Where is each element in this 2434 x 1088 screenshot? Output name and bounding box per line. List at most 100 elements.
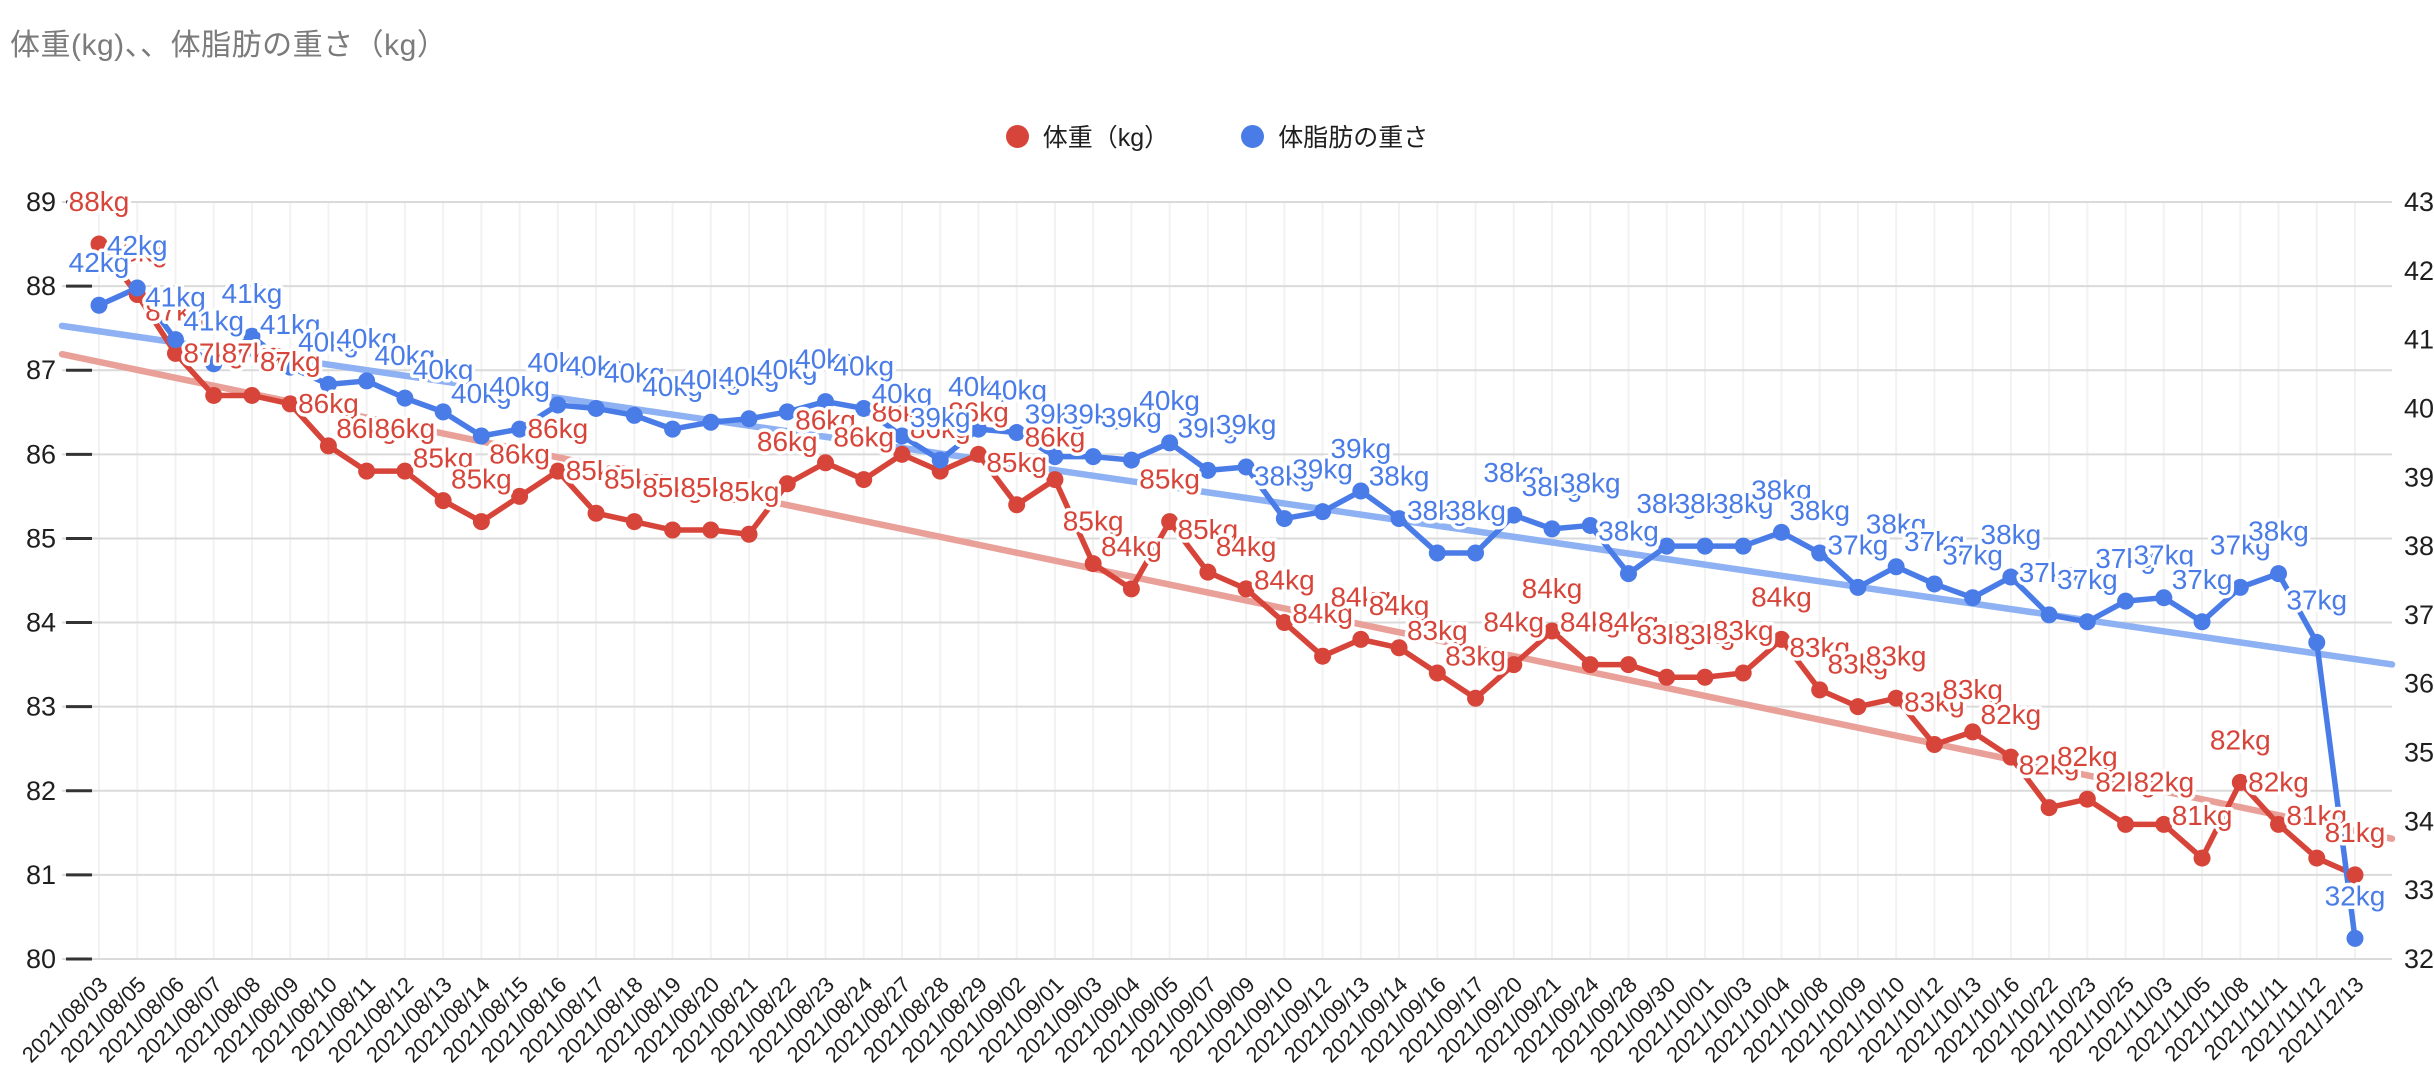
bodyfat-data-point[interactable] [1658, 537, 1676, 555]
weight-data-point[interactable] [90, 235, 108, 253]
bodyfat-data-point[interactable] [664, 420, 682, 438]
bodyfat-data-point[interactable] [1199, 461, 1217, 479]
weight-data-point[interactable] [2231, 773, 2249, 791]
bodyfat-data-point[interactable] [587, 399, 605, 417]
bodyfat-data-point[interactable] [396, 389, 414, 407]
weight-data-point[interactable] [319, 437, 337, 455]
bodyfat-data-point[interactable] [1008, 424, 1026, 442]
weight-data-point[interactable] [1696, 668, 1714, 686]
weight-data-point[interactable] [2078, 790, 2096, 808]
bodyfat-data-point[interactable] [549, 396, 567, 414]
weight-data-point[interactable] [1543, 622, 1561, 640]
bodyfat-data-point[interactable] [2193, 613, 2211, 631]
bodyfat-data-point[interactable] [166, 331, 184, 349]
weight-data-point[interactable] [2193, 849, 2211, 867]
legend-item-weight[interactable]: 体重（kg） [1005, 118, 1169, 154]
bodyfat-data-point[interactable] [855, 399, 873, 417]
weight-data-point[interactable] [1581, 656, 1599, 674]
weight-data-point[interactable] [2155, 815, 2173, 833]
bodyfat-data-point[interactable] [778, 403, 796, 421]
weight-data-point[interactable] [1658, 668, 1676, 686]
weight-data-point[interactable] [1925, 736, 1943, 754]
bodyfat-data-point[interactable] [1084, 448, 1102, 466]
bodyfat-data-point[interactable] [90, 296, 108, 314]
weight-data-point[interactable] [778, 475, 796, 493]
bodyfat-data-point[interactable] [1964, 589, 1982, 607]
bodyfat-data-point[interactable] [1161, 434, 1179, 452]
weight-data-point[interactable] [1467, 689, 1485, 707]
weight-data-point[interactable] [166, 344, 184, 362]
weight-data-point[interactable] [1964, 723, 1982, 741]
weight-data-point[interactable] [205, 386, 223, 404]
weight-data-point[interactable] [1505, 656, 1523, 674]
bodyfat-data-point[interactable] [1352, 482, 1370, 500]
bodyfat-data-point[interactable] [243, 327, 261, 345]
weight-data-point[interactable] [1275, 614, 1293, 632]
weight-data-point[interactable] [472, 513, 490, 531]
weight-data-point[interactable] [2040, 799, 2058, 817]
weight-data-point[interactable] [1390, 639, 1408, 657]
bodyfat-data-point[interactable] [1467, 544, 1485, 562]
weight-data-point[interactable] [855, 471, 873, 489]
bodyfat-data-point[interactable] [1122, 451, 1140, 469]
bodyfat-data-point[interactable] [2346, 929, 2364, 947]
bodyfat-data-point[interactable] [2155, 589, 2173, 607]
weight-data-point[interactable] [1237, 580, 1255, 598]
bodyfat-data-point[interactable] [1849, 578, 1867, 596]
weight-data-point[interactable] [1122, 580, 1140, 598]
bodyfat-data-point[interactable] [128, 279, 146, 297]
weight-data-point[interactable] [1849, 698, 1867, 716]
weight-data-point[interactable] [1046, 471, 1064, 489]
bodyfat-data-point[interactable] [511, 420, 529, 438]
bodyfat-data-point[interactable] [2002, 568, 2020, 586]
weight-data-point[interactable] [1734, 664, 1752, 682]
bodyfat-data-point[interactable] [740, 410, 758, 428]
bodyfat-data-point[interactable] [2308, 633, 2326, 651]
weight-data-point[interactable] [740, 525, 758, 543]
bodyfat-data-point[interactable] [817, 393, 835, 411]
weight-data-point[interactable] [1772, 630, 1790, 648]
weight-data-point[interactable] [1811, 681, 1829, 699]
bodyfat-data-point[interactable] [472, 427, 490, 445]
weight-data-point[interactable] [1887, 689, 1905, 707]
weight-data-point[interactable] [625, 513, 643, 531]
bodyfat-data-point[interactable] [1925, 575, 1943, 593]
weight-data-point[interactable] [587, 504, 605, 522]
bodyfat-data-point[interactable] [893, 427, 911, 445]
weight-data-point[interactable] [549, 462, 567, 480]
weight-data-point[interactable] [1352, 630, 1370, 648]
bodyfat-data-point[interactable] [1237, 458, 1255, 476]
weight-data-point[interactable] [2346, 866, 2364, 884]
bodyfat-data-point[interactable] [1314, 503, 1332, 521]
bodyfat-data-point[interactable] [434, 403, 452, 421]
bodyfat-data-point[interactable] [1811, 544, 1829, 562]
bodyfat-data-point[interactable] [1390, 510, 1408, 528]
bodyfat-data-point[interactable] [1772, 523, 1790, 541]
weight-data-point[interactable] [817, 454, 835, 472]
weight-data-point[interactable] [702, 521, 720, 539]
weight-data-point[interactable] [1008, 496, 1026, 514]
weight-data-point[interactable] [1619, 656, 1637, 674]
weight-data-point[interactable] [243, 386, 261, 404]
bodyfat-data-point[interactable] [1581, 516, 1599, 534]
legend-item-bodyfat[interactable]: 体脂肪の重さ [1241, 118, 1428, 154]
weight-data-point[interactable] [1084, 555, 1102, 573]
bodyfat-data-point[interactable] [969, 420, 987, 438]
bodyfat-data-point[interactable] [2270, 565, 2288, 583]
weight-data-point[interactable] [664, 521, 682, 539]
bodyfat-data-point[interactable] [319, 375, 337, 393]
bodyfat-data-point[interactable] [2117, 592, 2135, 610]
weight-data-point[interactable] [358, 462, 376, 480]
weight-data-point[interactable] [1199, 563, 1217, 581]
bodyfat-data-point[interactable] [1887, 558, 1905, 576]
bodyfat-data-point[interactable] [2040, 606, 2058, 624]
weight-data-point[interactable] [2270, 815, 2288, 833]
bodyfat-data-point[interactable] [2231, 578, 2249, 596]
bodyfat-data-point[interactable] [1696, 537, 1714, 555]
bodyfat-data-point[interactable] [625, 406, 643, 424]
weight-data-point[interactable] [1314, 647, 1332, 665]
weight-data-point[interactable] [2002, 748, 2020, 766]
weight-data-point[interactable] [396, 462, 414, 480]
weight-data-point[interactable] [893, 445, 911, 463]
bodyfat-data-point[interactable] [1505, 506, 1523, 524]
